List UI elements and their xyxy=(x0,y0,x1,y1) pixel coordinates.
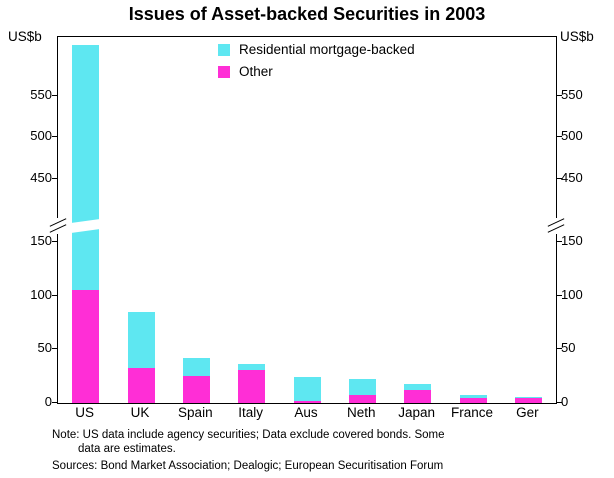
tick-mark-right-50 xyxy=(557,348,562,350)
legend: Residential mortgage-backed Other xyxy=(218,42,415,86)
axis-break-mark-right xyxy=(547,218,565,234)
right-tick-labels: 0 50 100 150 450 500 550 xyxy=(561,36,601,409)
bar-aus-other xyxy=(293,400,321,403)
legend-row-rmbs: Residential mortgage-backed xyxy=(218,42,415,57)
plot-area: Residential mortgage-backed Other xyxy=(49,36,565,404)
tick-mark-right-100 xyxy=(557,294,562,296)
bar-italy-other xyxy=(238,369,266,403)
y-tick-right-150: 150 xyxy=(561,232,583,248)
y-tick-left-50: 50 xyxy=(37,340,52,356)
tick-mark-left-550 xyxy=(52,94,57,96)
sources-line: Sources: Bond Market Association; Dealog… xyxy=(52,460,444,472)
left-axis-unit-label: US$b xyxy=(8,29,42,44)
x-label-spain: Spain xyxy=(178,405,213,420)
legend-row-other: Other xyxy=(218,64,415,79)
left-tick-labels: 0 50 100 150 450 500 550 xyxy=(12,36,52,409)
y-tick-right-500: 500 xyxy=(561,128,583,144)
bar-neth-other xyxy=(348,395,376,403)
bar-spain-rmbs xyxy=(182,357,210,377)
x-label-neth: Neth xyxy=(347,405,376,420)
axis-break-mark-left xyxy=(49,218,67,234)
footnotes: Note: US data include agency securities;… xyxy=(52,428,445,473)
tick-mark-right-500 xyxy=(557,136,562,138)
bar-us-other xyxy=(72,290,100,403)
bar-uk-rmbs xyxy=(127,311,155,368)
bar-ger-rmbs xyxy=(514,396,542,398)
x-label-france: France xyxy=(450,405,493,420)
tick-mark-left-0 xyxy=(52,402,57,403)
legend-label-rmbs: Residential mortgage-backed xyxy=(239,42,415,57)
x-label-italy: Italy xyxy=(238,405,264,420)
y-tick-left-0: 0 xyxy=(44,394,52,409)
tick-mark-right-450 xyxy=(557,178,562,180)
x-label-us: US xyxy=(75,405,95,420)
note-line2: data are estimates. xyxy=(78,443,176,455)
y-tick-right-450: 450 xyxy=(561,170,583,186)
y-tick-right-0: 0 xyxy=(561,394,569,409)
bar-japan-other xyxy=(404,390,432,403)
y-tick-left-500: 500 xyxy=(30,128,52,144)
tick-mark-left-450 xyxy=(52,178,57,180)
y-tick-left-150: 150 xyxy=(30,232,52,248)
bar-france-rmbs xyxy=(459,395,487,398)
tick-mark-right-150 xyxy=(557,240,562,242)
legend-label-other: Other xyxy=(239,64,273,79)
bar-uk-other xyxy=(127,367,155,403)
y-tick-right-50: 50 xyxy=(561,340,576,356)
note-line1: Note: US data include agency securities;… xyxy=(52,429,445,441)
bar-italy-rmbs xyxy=(238,364,266,370)
legend-swatch-other xyxy=(218,65,230,78)
x-label-uk: UK xyxy=(130,405,150,420)
tick-mark-left-150 xyxy=(52,240,57,242)
tick-mark-right-550 xyxy=(557,94,562,96)
bar-france-other xyxy=(459,397,487,403)
x-axis-labels: US UK Spain Italy Aus Neth Japan France Ger xyxy=(57,405,557,425)
chart-title: Issues of Asset-backed Securities in 200… xyxy=(128,4,486,24)
x-label-aus: Aus xyxy=(294,405,318,420)
x-label-japan: Japan xyxy=(398,405,436,420)
bar-neth-rmbs xyxy=(348,379,376,396)
legend-swatch-rmbs xyxy=(218,43,230,56)
y-tick-left-550: 550 xyxy=(30,86,52,102)
y-tick-right-550: 550 xyxy=(561,86,583,102)
tick-mark-left-50 xyxy=(52,348,57,350)
bar-ger-other xyxy=(514,397,542,403)
y-tick-left-450: 450 xyxy=(30,170,52,186)
x-label-ger: Ger xyxy=(516,405,539,420)
tick-mark-right-0 xyxy=(557,402,562,403)
y-tick-right-100: 100 xyxy=(561,286,583,302)
tick-mark-left-100 xyxy=(52,294,57,296)
y-tick-left-100: 100 xyxy=(30,286,52,302)
bar-japan-rmbs xyxy=(404,383,432,391)
tick-mark-left-500 xyxy=(52,136,57,138)
bar-aus-rmbs xyxy=(293,377,321,401)
bar-us-rmbs xyxy=(72,45,100,291)
bar-spain-other xyxy=(182,376,210,403)
right-axis-unit-label: US$b xyxy=(560,29,594,44)
